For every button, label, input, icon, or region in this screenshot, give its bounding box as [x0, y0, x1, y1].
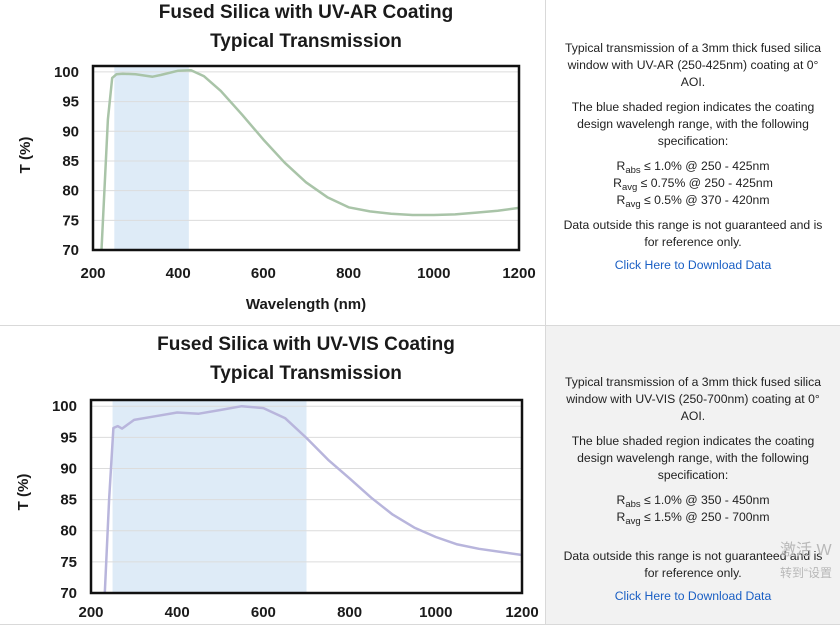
y-tick-label: 95 — [60, 429, 77, 446]
plot-frame — [89, 398, 524, 595]
description-panel-uv-ar: Typical transmission of a 3mm thick fuse… — [546, 0, 840, 325]
spec-line: Ravg ≤ 1.5% @ 250 - 700nm — [616, 510, 770, 527]
y-tick-label: 90 — [60, 460, 77, 477]
x-tick-label: 800 — [337, 604, 362, 621]
uv-vis-transmission-chart: Fused Silica with UV-VIS Coating Typical … — [15, 334, 539, 621]
y-tick-label: 95 — [62, 94, 79, 111]
y-tick-label: 80 — [60, 523, 77, 540]
spec-line: Rabs ≤ 1.0% @ 250 - 425nm — [616, 159, 770, 176]
coating-range-shade — [112, 400, 307, 593]
spec-line: Ravg ≤ 0.5% @ 370 - 420nm — [616, 193, 770, 210]
chart-panel-uv-ar: Fused Silica with UV-AR Coating Typical T… — [0, 0, 546, 325]
description-intro: Typical transmission of a 3mm thick fuse… — [564, 375, 822, 423]
chart-subtitle: Typical Transmission — [210, 363, 402, 384]
description-shade-note: The blue shaded region indicates the coa… — [571, 434, 815, 482]
description-disclaimer: Data outside this range is not guarantee… — [563, 218, 823, 249]
coating-range-shade — [114, 66, 189, 250]
x-axis-label: Wavelength (nm) — [246, 296, 366, 313]
y-tick-label: 100 — [54, 64, 79, 81]
spec-line: Rabs ≤ 1.0% @ 350 - 450nm — [616, 493, 770, 510]
description-shade-note: The blue shaded region indicates the coa… — [571, 100, 815, 148]
specification-list: Rabs ≤ 1.0% @ 250 - 425nm Ravg ≤ 0.75% @… — [558, 158, 828, 209]
chart-subtitle: Typical Transmission — [210, 31, 402, 52]
description-panel-uv-vis: Typical transmission of a 3mm thick fuse… — [546, 326, 840, 624]
y-tick-label: 85 — [62, 153, 79, 170]
x-tick-label: 400 — [166, 265, 191, 282]
plot-frame — [91, 64, 521, 252]
description-disclaimer: Data outside this range is not guarantee… — [563, 549, 823, 580]
y-tick-label: 80 — [62, 183, 79, 200]
transmission-series-line — [103, 404, 523, 594]
y-tick-label: 90 — [62, 123, 79, 140]
y-tick-label: 100 — [52, 398, 77, 415]
download-data-link[interactable]: Click Here to Download Data — [614, 258, 772, 272]
x-tick-label: 600 — [251, 604, 276, 621]
x-tick-label: 1000 — [419, 604, 452, 621]
watermark-line-1: 激活 W — [780, 542, 832, 559]
chart-title: Fused Silica with UV-AR Coating — [159, 2, 454, 23]
chart-title: Fused Silica with UV-VIS Coating — [157, 334, 455, 355]
y-tick-label: 75 — [62, 212, 79, 229]
spec-line: Ravg ≤ 0.75% @ 250 - 425nm — [613, 176, 773, 193]
uv-ar-transmission-chart: Fused Silica with UV-AR Coating Typical T… — [17, 2, 536, 313]
watermark-line-2: 转到“设置 — [780, 566, 832, 580]
y-tick-label: 70 — [60, 585, 77, 602]
download-data-link[interactable]: Click Here to Download Data — [614, 589, 772, 603]
specification-list: Rabs ≤ 1.0% @ 350 - 450nm Ravg ≤ 1.5% @ … — [558, 492, 828, 526]
y-tick-label: 70 — [62, 242, 79, 259]
description-intro: Typical transmission of a 3mm thick fuse… — [564, 41, 822, 89]
activation-watermark: 激活 W 转到“设置 — [780, 540, 840, 584]
y-tick-label: 75 — [60, 554, 77, 571]
x-tick-label: 800 — [336, 265, 361, 282]
x-tick-label: 200 — [78, 604, 103, 621]
chart-row-uv-vis: Fused Silica with UV-VIS Coating Typical … — [0, 325, 840, 625]
y-axis-label: T (%) — [15, 474, 32, 511]
y-axis-label: T (%) — [17, 137, 34, 174]
x-tick-label: 400 — [165, 604, 190, 621]
chart-panel-uv-vis: Fused Silica with UV-VIS Coating Typical … — [0, 326, 546, 624]
x-tick-label: 600 — [251, 265, 276, 282]
chart-row-uv-ar: Fused Silica with UV-AR Coating Typical T… — [0, 0, 840, 326]
transmission-series-line — [100, 68, 520, 251]
x-tick-label: 1000 — [417, 265, 450, 282]
x-tick-label: 1200 — [505, 604, 538, 621]
x-tick-label: 1200 — [502, 265, 535, 282]
x-tick-label: 200 — [80, 265, 105, 282]
y-tick-label: 85 — [60, 492, 77, 509]
